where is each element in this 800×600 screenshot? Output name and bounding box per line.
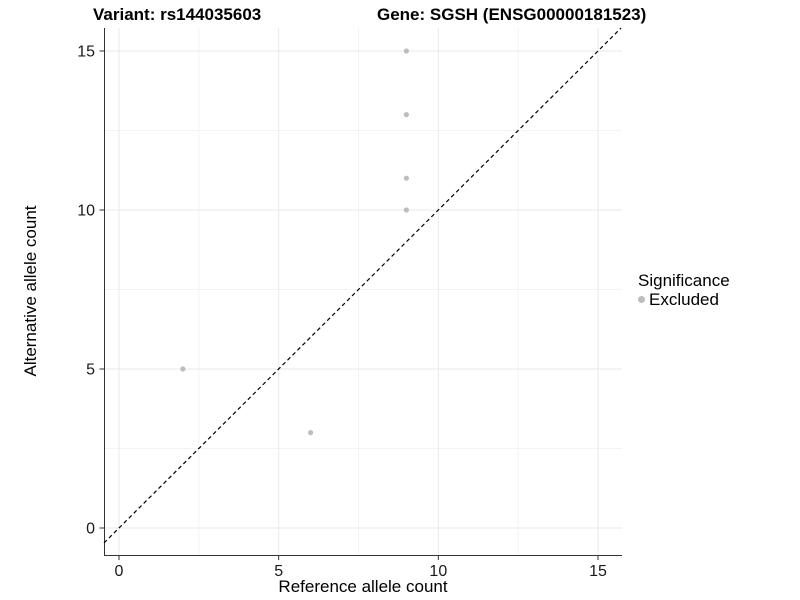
y-tick-label: 15 xyxy=(77,44,95,61)
variant-title: Variant: rs144035603 xyxy=(93,5,262,24)
legend-item-excluded: Excluded xyxy=(638,290,730,309)
legend: Significance Excluded xyxy=(638,271,730,309)
x-tick-label: 15 xyxy=(589,563,607,580)
data-point xyxy=(403,175,409,181)
data-point xyxy=(180,366,186,372)
legend-point-icon xyxy=(638,296,645,303)
x-axis-title: Reference allele count xyxy=(278,577,448,596)
data-point xyxy=(403,48,409,54)
legend-item-label: Excluded xyxy=(649,290,719,309)
y-tick-label: 5 xyxy=(86,362,95,379)
data-point xyxy=(403,112,409,118)
data-point xyxy=(307,430,314,436)
y-tick-label: 10 xyxy=(77,203,95,220)
data-point xyxy=(403,207,409,213)
x-tick-label: 10 xyxy=(429,563,447,580)
x-tick-label: 5 xyxy=(274,563,283,580)
y-axis-title: Alternative allele count xyxy=(21,205,40,377)
y-tick-label: 0 xyxy=(86,521,95,538)
legend-title: Significance xyxy=(638,271,730,290)
gene-title: Gene: SGSH (ENSG00000181523) xyxy=(377,5,647,24)
identity-reference-line xyxy=(103,27,622,544)
x-tick-label: 0 xyxy=(115,563,124,580)
